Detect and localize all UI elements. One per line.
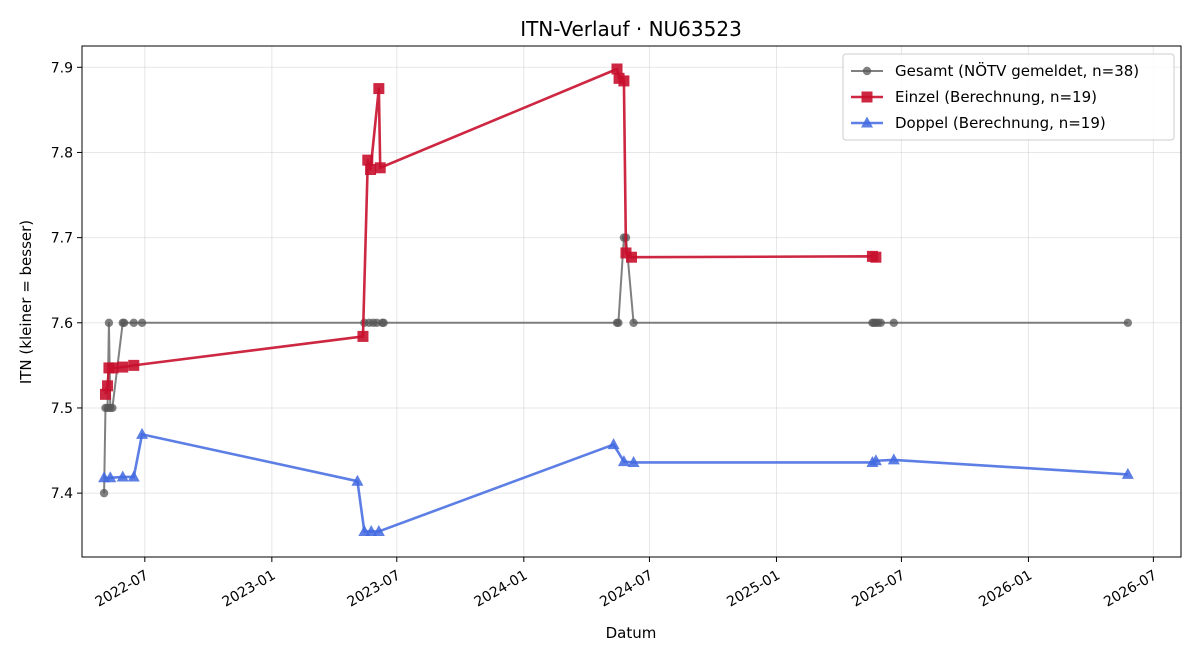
data-point: [99, 488, 109, 498]
data-point: [870, 251, 882, 263]
data-point: [627, 455, 640, 467]
plot-frame: [81, 45, 1182, 558]
legend-marker: [861, 91, 873, 103]
series-2: [98, 427, 1134, 536]
data-point: [108, 403, 117, 413]
data-point: [629, 318, 638, 327]
data-point: [107, 362, 119, 374]
data-point: [618, 75, 630, 87]
data-point: [127, 470, 140, 482]
data-point: [117, 361, 129, 373]
legend-label: Doppel (Berechnung, n=19): [895, 114, 1106, 132]
data-point: [119, 318, 129, 327]
y-axis-label: ITN (kleiner = besser): [17, 220, 35, 384]
y-tick-label: 7.8: [51, 145, 73, 161]
data-point: [1121, 467, 1134, 479]
data-point: [614, 318, 623, 327]
data-point: [102, 380, 114, 392]
data-point: [626, 251, 637, 263]
y-tick-label: 7.7: [51, 231, 73, 247]
data-point: [365, 524, 378, 536]
data-point: [372, 524, 385, 536]
data-point: [379, 318, 388, 327]
legend-marker: [861, 116, 873, 128]
data-point: [137, 318, 147, 327]
data-point: [889, 318, 899, 327]
y-tick-label: 7.5: [51, 401, 73, 417]
data-point: [104, 471, 117, 483]
legend-label: Einzel (Berechnung, n=19): [895, 88, 1097, 106]
data-point: [129, 318, 138, 327]
x-axis-label: Datum: [606, 624, 657, 642]
legend-label: Gesamt (NÖTV gemeldet, n=38): [895, 61, 1139, 80]
data-point: [869, 454, 882, 466]
series-layer: [98, 63, 1134, 536]
y-tick-label: 7.9: [51, 60, 73, 76]
data-point: [116, 470, 129, 482]
legend-box: [842, 53, 1175, 141]
legend: Gesamt (NÖTV gemeldet, n=38) Einzel (Bere…: [842, 53, 1175, 141]
data-point: [887, 453, 900, 465]
chart-title: ITN-Verlauf · NU63523: [520, 17, 742, 41]
data-point: [1123, 318, 1133, 327]
data-point: [362, 154, 374, 166]
data-point: [104, 318, 114, 327]
data-point: [607, 438, 620, 450]
data-point: [128, 359, 140, 371]
data-point: [876, 318, 885, 327]
data-point: [136, 427, 149, 439]
series-1: [99, 63, 882, 400]
legend-item: Gesamt (NÖTV gemeldet, n=38): [851, 61, 1139, 80]
legend-marker: [862, 66, 872, 76]
legend-item: Einzel (Berechnung, n=19): [851, 88, 1097, 106]
data-point: [617, 455, 630, 467]
data-point: [611, 63, 623, 75]
data-point: [620, 247, 632, 259]
y-tick-label: 7.4: [51, 486, 73, 502]
data-point: [374, 162, 386, 174]
data-point: [351, 474, 364, 486]
data-point: [357, 330, 369, 342]
data-point: [373, 83, 385, 95]
legend-item: Doppel (Berechnung, n=19): [851, 114, 1106, 132]
data-point: [365, 163, 377, 175]
data-point: [99, 388, 111, 400]
y-tick-label: 7.6: [51, 316, 73, 332]
y-axis-ticks: 7.4 7.5 7.6 7.7 7.8 7.9: [51, 60, 82, 502]
